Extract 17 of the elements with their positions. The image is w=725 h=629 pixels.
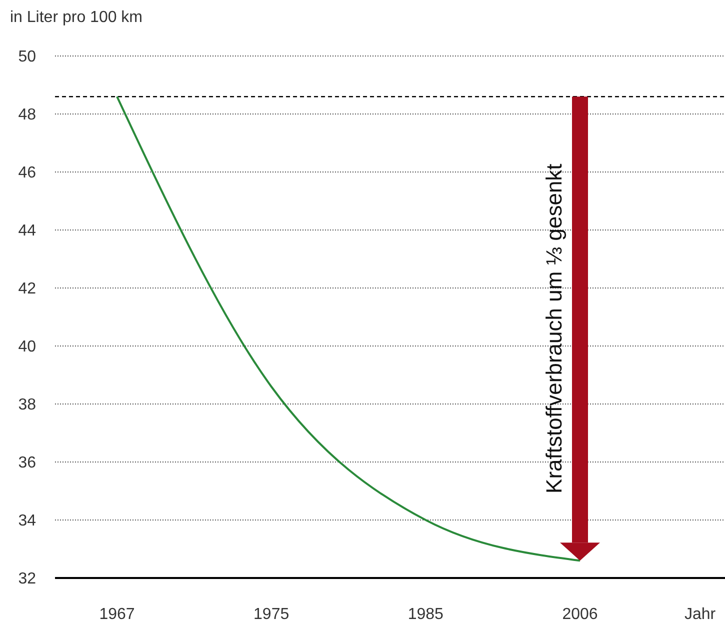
x-tick-label: 2006 <box>562 606 598 623</box>
y-tick-label: 44 <box>18 222 36 240</box>
y-tick-label: 38 <box>18 396 36 414</box>
y-tick-label: 40 <box>18 338 36 356</box>
x-tick-label: 1975 <box>254 606 290 623</box>
x-tick-label: 1985 <box>408 606 444 623</box>
y-tick-label: 34 <box>18 512 36 530</box>
y-tick-label: 50 <box>18 48 36 66</box>
y-axis-title: in Liter pro 100 km <box>10 9 143 26</box>
y-tick-label: 46 <box>18 164 36 182</box>
annotation: Kraftstoffverbrauch um ⅓ gesenkt <box>542 164 567 494</box>
y-tick-label: 32 <box>18 570 36 588</box>
x-axis-title: Jahr <box>684 606 716 623</box>
y-tick-label: 42 <box>18 280 36 298</box>
y-tick-label: 48 <box>18 106 36 124</box>
y-tick-label: 36 <box>18 454 36 472</box>
x-tick-label: 1967 <box>99 606 135 623</box>
